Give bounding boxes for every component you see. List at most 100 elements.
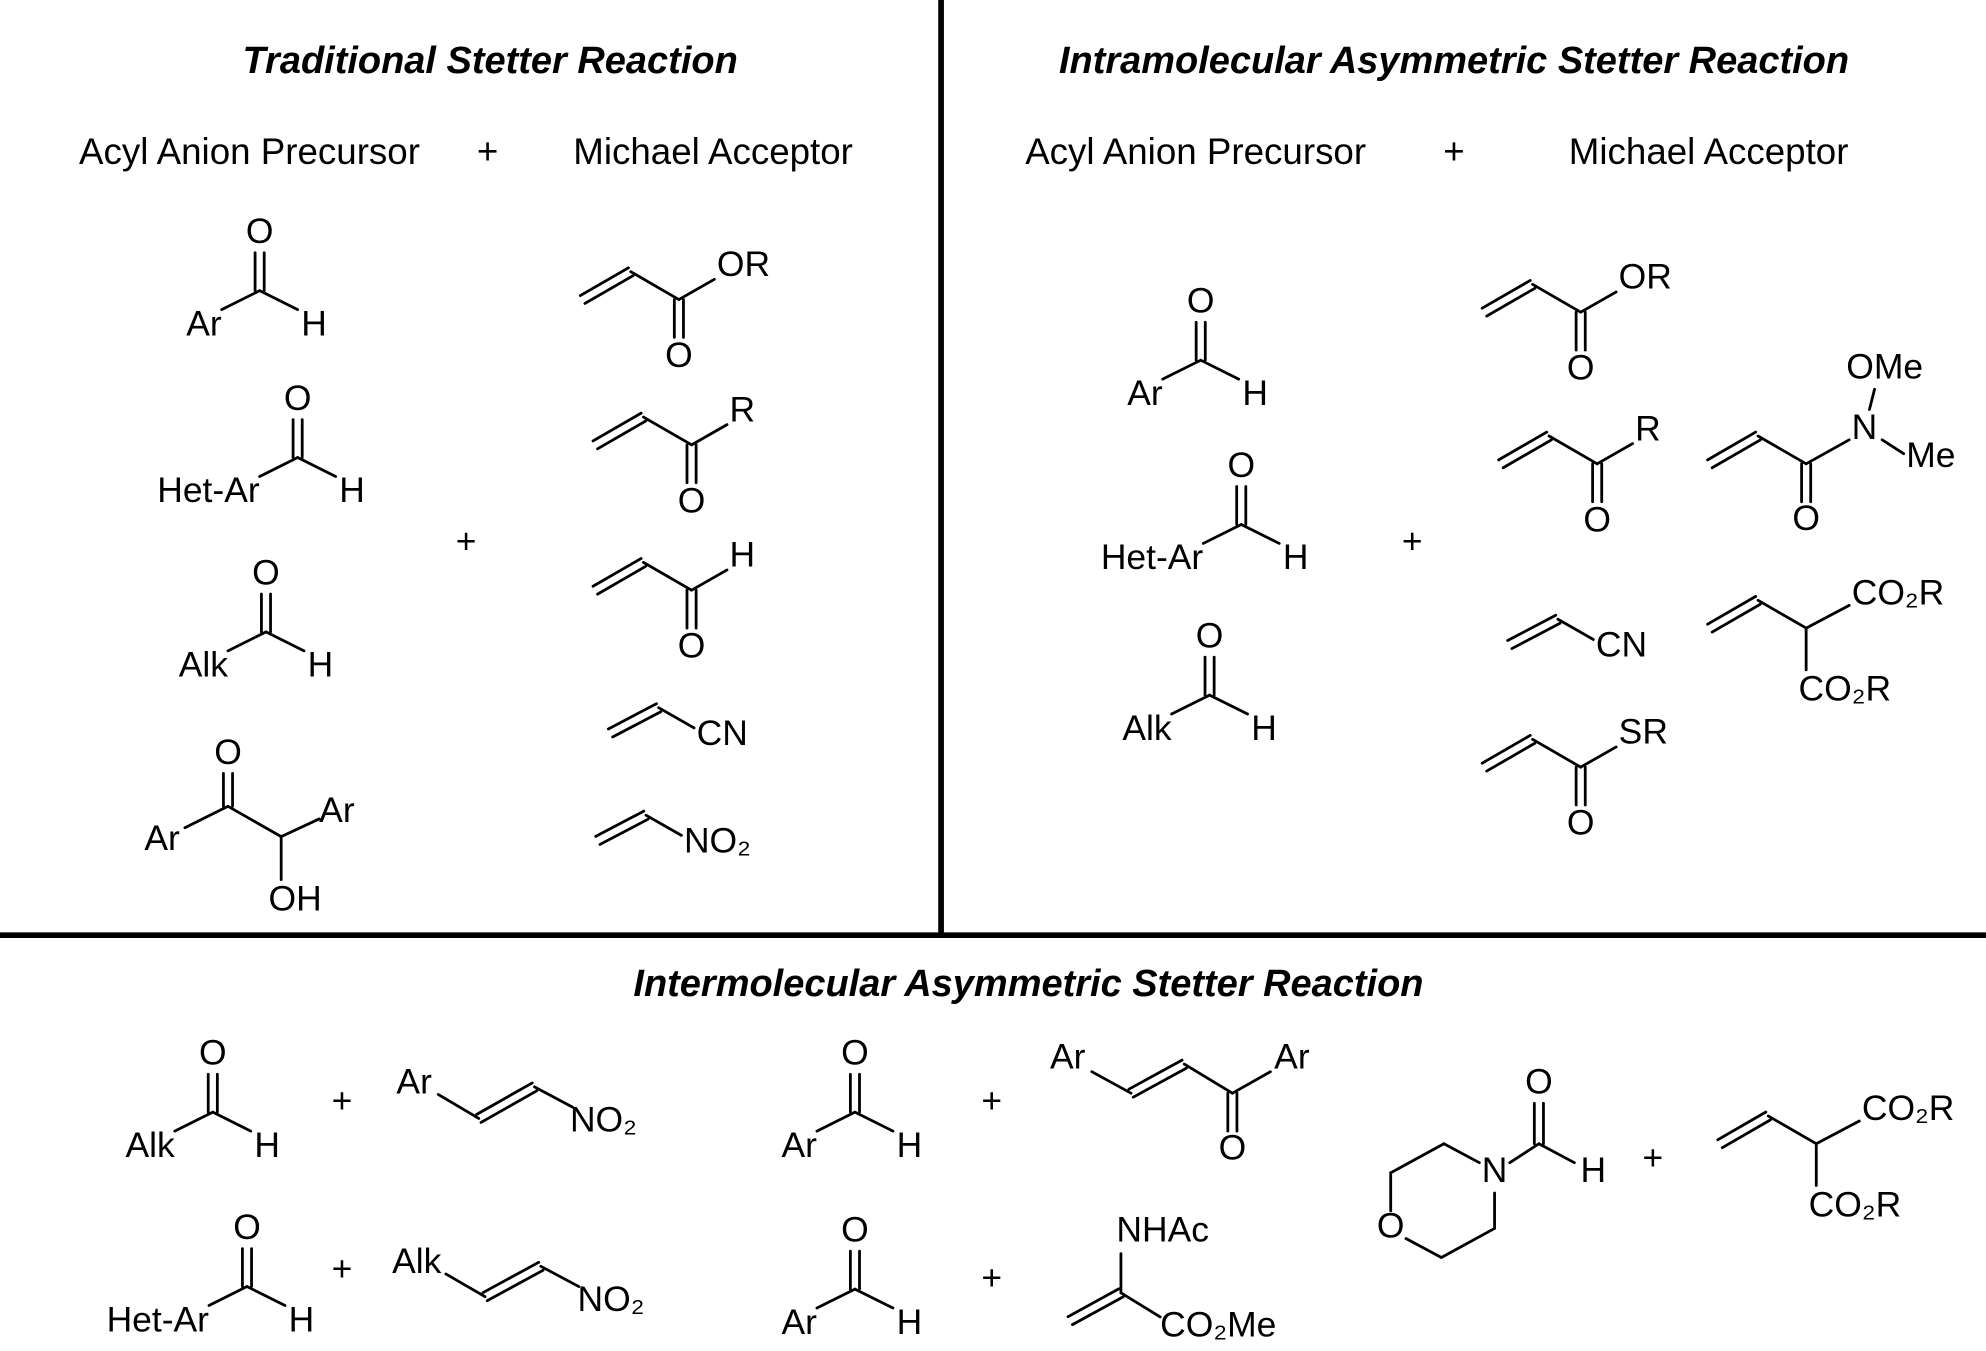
atom-label: O	[1219, 1127, 1247, 1167]
atom-label: SR	[1619, 712, 1668, 752]
plus-sign: +	[1443, 131, 1464, 172]
atom-label: H	[730, 535, 756, 575]
atom-label: Ar	[781, 1302, 817, 1342]
bond	[1442, 1142, 1481, 1165]
bond	[853, 1287, 895, 1310]
bond	[1716, 1110, 1768, 1142]
atom-label: OR	[1619, 257, 1672, 297]
atom-label: H	[1283, 537, 1309, 577]
bond	[1804, 438, 1851, 466]
plus-sign: +	[1643, 1138, 1664, 1178]
atom-label: Het-Ar	[107, 1299, 210, 1339]
plus-sign: +	[477, 131, 498, 172]
atom-label: Alk	[392, 1241, 442, 1281]
bond	[533, 1085, 574, 1109]
plus-sign: +	[332, 1081, 353, 1121]
atom-label: O	[1583, 499, 1611, 539]
atom-label: R	[730, 389, 756, 429]
bond	[690, 423, 729, 447]
atom-label: Alk	[1122, 708, 1172, 748]
atom-label: NHAc	[1116, 1210, 1209, 1250]
atom-label: H	[254, 1125, 280, 1165]
atom-label: OR	[717, 244, 770, 284]
bond	[642, 560, 693, 592]
atom-label: Ar	[319, 790, 355, 830]
section-title: Traditional Stetter Reaction	[243, 40, 738, 82]
bond	[436, 1093, 481, 1120]
bond	[578, 266, 630, 297]
bond	[1595, 442, 1635, 466]
bond	[594, 809, 646, 838]
atom-label: H	[1242, 373, 1268, 413]
atom-label: OH	[269, 878, 322, 918]
bond	[479, 1089, 539, 1124]
atom-label: O	[246, 211, 274, 251]
bond	[642, 415, 693, 447]
bond	[1201, 523, 1243, 545]
bond	[815, 1110, 857, 1133]
bond	[1480, 733, 1532, 765]
atom-label: O	[1792, 498, 1820, 538]
bond	[629, 270, 681, 301]
atom-label: Ar	[781, 1125, 817, 1165]
atom-label: O	[1196, 616, 1224, 656]
atom-label: N	[1852, 407, 1878, 447]
bond	[1537, 1142, 1576, 1165]
bond	[1066, 1287, 1121, 1319]
bond	[296, 456, 338, 478]
atom-label: O	[665, 335, 693, 375]
bond	[1720, 1118, 1772, 1150]
bond	[264, 630, 306, 653]
bond	[258, 289, 300, 312]
atom-label: CO₂R	[1799, 669, 1892, 709]
atom-label: Alk	[126, 1125, 176, 1165]
bond	[1170, 693, 1211, 716]
atom-label: O	[1567, 348, 1595, 388]
bond	[245, 1285, 287, 1307]
atom-label: O	[1377, 1206, 1405, 1246]
atom-label: H	[897, 1125, 923, 1165]
bond	[1501, 438, 1553, 470]
atom-label: O	[252, 552, 280, 592]
atom-label: O	[678, 480, 706, 520]
bond	[1804, 603, 1851, 630]
bond	[1230, 1070, 1272, 1095]
bond	[1579, 745, 1618, 769]
bond	[1480, 279, 1532, 310]
bond	[1161, 358, 1203, 381]
bond	[1814, 1119, 1861, 1146]
atom-label: CO₂Me	[1160, 1304, 1276, 1344]
bond	[444, 1272, 487, 1299]
atom-label: H	[1581, 1150, 1607, 1190]
bond	[1127, 1058, 1184, 1091]
atom-label: Me	[1906, 435, 1955, 475]
atom-label: Ar	[186, 303, 222, 343]
bond	[596, 419, 648, 451]
bond	[598, 817, 650, 846]
atom-label: O	[841, 1033, 869, 1073]
bond	[1706, 594, 1758, 626]
atom-label: O	[214, 732, 242, 772]
atom-label: O	[1187, 281, 1215, 321]
atom-label: Alk	[179, 645, 229, 685]
bond	[1710, 438, 1762, 470]
bond	[220, 289, 262, 312]
atom-label: H	[289, 1299, 315, 1339]
bond	[1579, 290, 1618, 314]
bond	[1071, 1295, 1125, 1327]
atom-label: O	[678, 626, 706, 666]
atom-label: H	[308, 645, 334, 685]
precursor-header: Acyl Anion Precursor	[1025, 131, 1366, 172]
atom-label: O	[199, 1033, 227, 1073]
bond	[1389, 1142, 1446, 1175]
bond	[657, 706, 696, 730]
bond	[211, 1110, 253, 1133]
atom-label: NO₂	[578, 1279, 645, 1319]
atom-label: CN	[1596, 624, 1647, 664]
atom-label: H	[301, 303, 327, 343]
bond	[279, 817, 321, 839]
bond	[258, 456, 300, 478]
bond	[1508, 1142, 1541, 1165]
bond	[677, 277, 716, 301]
bond	[1239, 523, 1281, 545]
